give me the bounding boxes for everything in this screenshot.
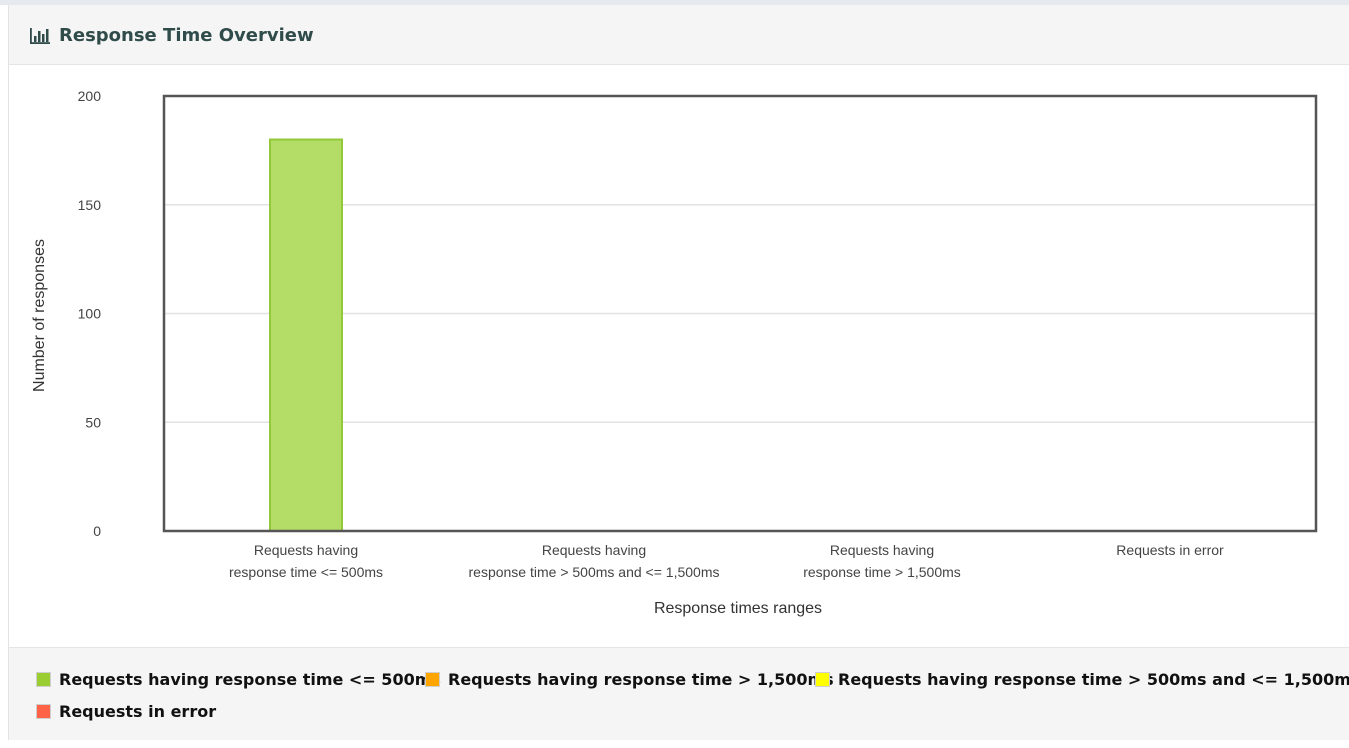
bar xyxy=(269,138,343,532)
x-tick-label: response time > 1,500ms xyxy=(803,564,961,580)
y-tick-label: 200 xyxy=(78,88,102,104)
panel-heading: Response Time Overview xyxy=(9,5,1349,65)
top-strip xyxy=(0,0,1349,5)
legend: Requests having response time <= 500ms R… xyxy=(9,647,1349,740)
panel-title-text: Response Time Overview xyxy=(59,25,314,46)
legend-label: Requests in error xyxy=(59,702,217,721)
x-tick-label: Requests having xyxy=(542,542,646,558)
legend-label: Requests having response time > 1,500ms xyxy=(448,670,834,689)
legend-item[interactable]: Requests having response time > 500ms an… xyxy=(815,670,1349,689)
x-axis-label: Response times ranges xyxy=(654,600,822,617)
y-axis-label: Number of responses xyxy=(31,239,48,392)
legend-label: Requests having response time > 500ms an… xyxy=(838,670,1349,689)
legend-swatch xyxy=(36,672,51,687)
x-tick-label: Requests having xyxy=(830,542,934,558)
y-tick-label: 0 xyxy=(93,523,101,539)
legend-item[interactable]: Requests having response time <= 500ms xyxy=(36,670,441,689)
legend-label: Requests having response time <= 500ms xyxy=(59,670,441,689)
bar-chart: 0 50 100 150 200 Requests having response time… xyxy=(31,88,1318,617)
panel-title: Response Time Overview xyxy=(29,25,314,46)
x-tick-label: response time <= 500ms xyxy=(229,564,383,580)
x-tick-label: Requests having xyxy=(254,542,358,558)
plot-border xyxy=(162,94,1318,533)
x-tick-label: Requests in error xyxy=(1116,542,1224,558)
response-time-panel: Response Time Overview 0 50 100 150 200 Reque… xyxy=(8,5,1349,740)
y-tick-label: 150 xyxy=(78,197,102,213)
legend-item[interactable]: Requests having response time > 1,500ms xyxy=(425,670,834,689)
legend-swatch xyxy=(815,672,830,687)
legend-swatch xyxy=(36,704,51,719)
y-tick-label: 100 xyxy=(78,306,102,322)
chart-area: 0 50 100 150 200 Requests having response time… xyxy=(9,65,1349,647)
y-tick-label: 50 xyxy=(85,414,101,430)
legend-swatch xyxy=(425,672,440,687)
bar-chart-icon xyxy=(30,27,50,44)
legend-item[interactable]: Requests in error xyxy=(36,702,216,721)
x-tick-label: response time > 500ms and <= 1,500ms xyxy=(469,564,720,580)
